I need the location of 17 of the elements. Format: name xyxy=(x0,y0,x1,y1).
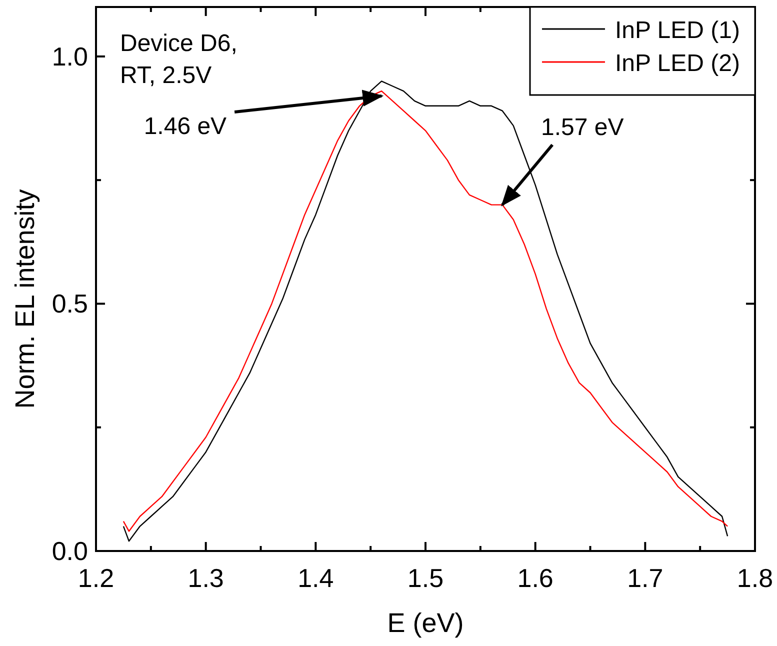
y-tick-label: 0.0 xyxy=(52,536,88,566)
y-tick-label: 1.0 xyxy=(52,41,88,72)
y-axis-title: Norm. EL intensity xyxy=(10,188,40,409)
x-tick-label: 1.2 xyxy=(78,563,114,593)
annotation: 1.57 eV xyxy=(541,114,624,141)
x-tick-label: 1.5 xyxy=(407,563,444,593)
x-tick-label: 1.4 xyxy=(298,563,334,593)
x-tick-label: 1.7 xyxy=(627,563,664,593)
legend-label: InP LED (1) xyxy=(615,17,740,44)
annotation: 1.46 eV xyxy=(144,113,227,140)
x-tick-label: 1.8 xyxy=(736,563,774,593)
x-axis-title: E (eV) xyxy=(387,608,464,638)
y-tick-label: 0.5 xyxy=(52,288,88,319)
x-tick-label: 1.6 xyxy=(517,563,554,593)
legend-label: InP LED (2) xyxy=(615,50,740,77)
annotation: Device D6, RT, 2.5V xyxy=(120,30,238,89)
x-tick-label: 1.3 xyxy=(188,563,224,593)
